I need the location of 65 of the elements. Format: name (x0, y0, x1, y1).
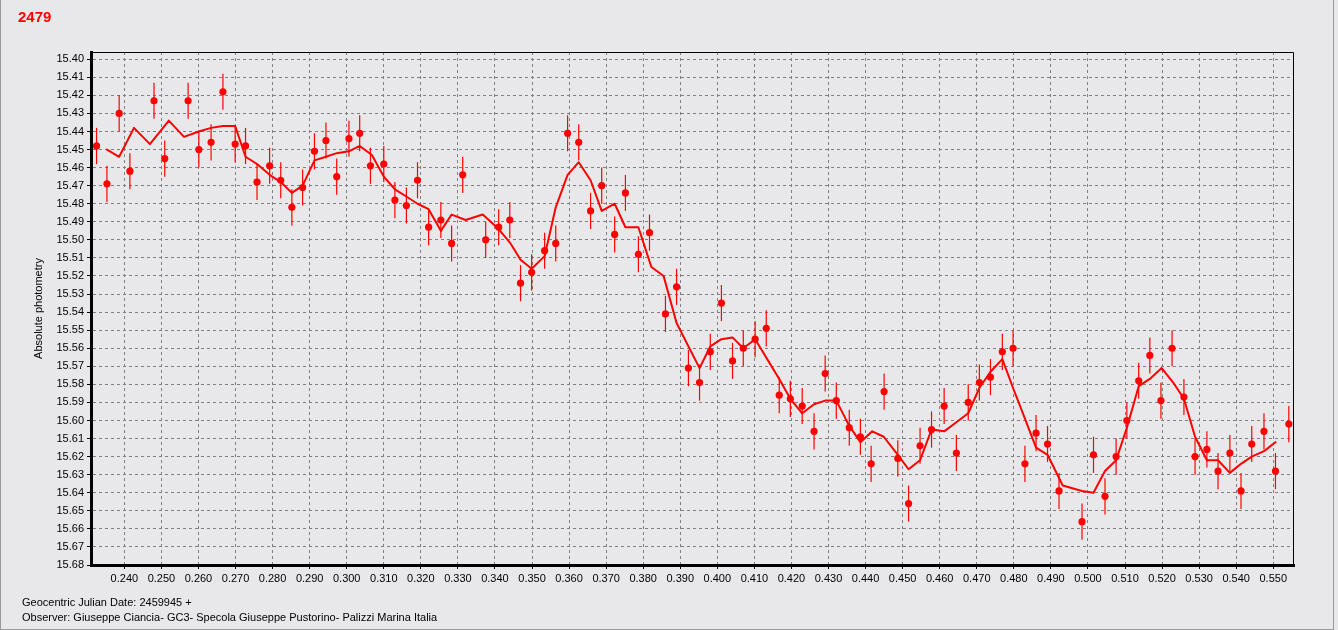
y-tick-label: 15.63 (56, 467, 84, 480)
x-tick-label: 0.290 (295, 571, 324, 584)
y-tick-label: 15.68 (56, 558, 84, 571)
x-tick-label: 0.310 (370, 571, 398, 584)
y-tick-label: 15.55 (56, 323, 84, 336)
y-tick-label: 15.47 (56, 178, 84, 191)
x-tick-label: 0.520 (1148, 571, 1176, 584)
y-tick-label: 15.50 (56, 232, 84, 245)
y-tick-label: 15.61 (56, 431, 84, 444)
y-tick-label: 15.52 (56, 269, 84, 282)
chart-title: 2479 (18, 8, 52, 25)
x-tick-label: 0.530 (1185, 571, 1213, 584)
y-tick-label: 15.46 (56, 160, 84, 173)
y-tick-label: 15.45 (56, 142, 84, 155)
y-tick-label: 15.66 (56, 521, 84, 534)
x-tick-label: 0.400 (703, 571, 732, 584)
x-tick-label: 0.450 (888, 571, 917, 584)
y-tick-label: 15.48 (56, 196, 84, 209)
x-tick-label: 0.250 (147, 571, 176, 584)
x-tick-label: 0.500 (1074, 571, 1102, 584)
x-tick-label: 0.430 (814, 571, 843, 584)
x-tick-label: 0.410 (740, 571, 769, 584)
y-tick-label: 15.60 (56, 413, 84, 426)
x-tick-label: 0.350 (518, 571, 546, 584)
x-tick-label: 0.470 (962, 571, 991, 584)
x-tick-label: 0.270 (221, 571, 250, 584)
y-axis-title: Absolute photometry (31, 257, 44, 359)
y-tick-label: 15.65 (56, 503, 84, 516)
text: Observer: Giuseppe Ciancia- GC3- Specola Giuseppe Pustorino- Palizzi Marina Italia (22, 611, 438, 623)
x-tick-label: 0.550 (1259, 571, 1288, 584)
x-tick-label: 0.390 (666, 571, 695, 584)
x-tick-label: 0.300 (332, 571, 361, 584)
y-tick-label: 15.57 (56, 359, 84, 372)
y-tick-label: 15.54 (56, 305, 84, 318)
x-tick-label: 0.360 (555, 571, 583, 584)
x-tick-label: 0.540 (1222, 571, 1250, 584)
y-tick-label: 15.49 (56, 214, 84, 227)
y-tick-label: 15.42 (56, 88, 84, 101)
x-tick-label: 0.340 (481, 571, 509, 584)
y-tick-label: 15.67 (56, 539, 84, 552)
y-tick-label: 15.59 (56, 395, 84, 408)
y-tick-label: 15.58 (56, 377, 84, 390)
y-tick-label: 15.51 (56, 250, 84, 263)
x-tick-label: 0.330 (444, 571, 472, 584)
x-axis-title: Geocentric Julian Date: 2459945 + (22, 596, 192, 608)
y-tick-label: 15.64 (56, 485, 84, 498)
x-tick-label: 0.490 (1037, 571, 1065, 584)
y-tick-label: 15.40 (56, 52, 84, 65)
x-tick-label: 0.480 (1000, 571, 1028, 584)
x-tick-label: 0.370 (592, 571, 620, 584)
y-tick-label: 15.53 (56, 287, 84, 300)
x-tick-label: 0.510 (1111, 571, 1139, 584)
x-tick-label: 0.440 (851, 571, 880, 584)
x-tick-label: 0.260 (184, 571, 213, 584)
y-tick-label: 15.41 (56, 70, 84, 83)
x-tick-label: 0.380 (629, 571, 657, 584)
y-tick-label: 15.43 (56, 106, 84, 119)
y-tick-label: 15.56 (56, 341, 84, 354)
y-tick-label: 15.44 (56, 124, 84, 137)
x-tick-label: 0.420 (777, 571, 806, 584)
x-tick-label: 0.280 (258, 571, 287, 584)
x-tick-label: 0.320 (407, 571, 435, 584)
y-tick-label: 15.62 (56, 449, 84, 462)
x-tick-label: 0.240 (110, 571, 139, 584)
x-tick-label: 0.460 (925, 571, 954, 584)
